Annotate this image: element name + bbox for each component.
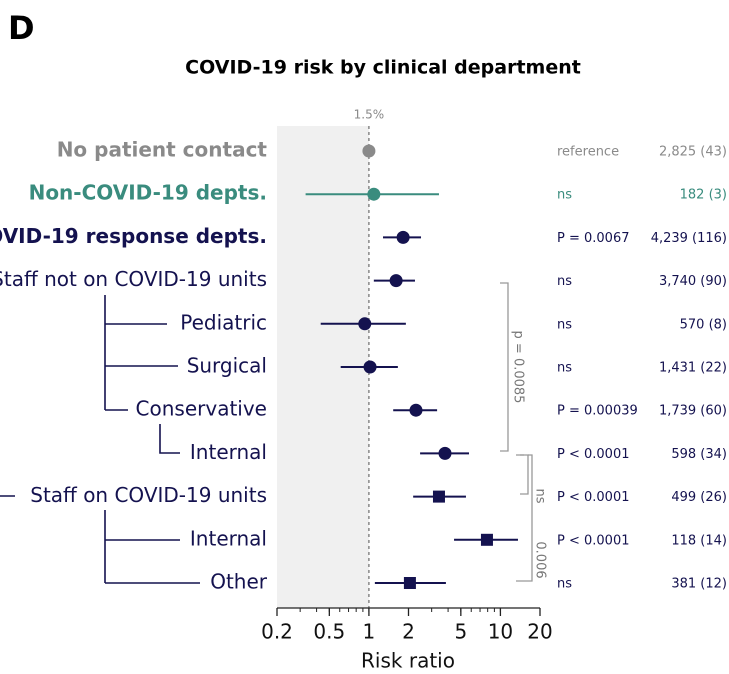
p-value-label: P = 0.0067: [557, 231, 629, 246]
row-label: Staff not on COVID-19 units: [0, 267, 267, 291]
n-label: 1,739 (60): [659, 404, 727, 419]
x-tick-label: 5: [454, 620, 467, 644]
p-value-label: ns: [557, 188, 572, 203]
brackets: [500, 282, 533, 582]
p-value-label: P < 0.0001: [557, 447, 629, 462]
x-tick-label: 20: [527, 620, 552, 644]
x-tick-label: 10: [488, 620, 513, 644]
n-label: 1,431 (22): [659, 361, 727, 376]
p-value-label: reference: [557, 145, 619, 160]
estimate-marker: [480, 533, 493, 546]
estimate-marker: [403, 577, 416, 589]
x-tick-label: 2: [402, 620, 415, 644]
row-label: Non-COVID-19 depts.: [29, 181, 267, 205]
tree-connector: [0, 295, 200, 584]
bracket: [520, 454, 529, 495]
n-label: 570 (8): [680, 317, 727, 332]
tree-lines: [0, 295, 200, 584]
estimate-marker: [389, 274, 403, 288]
p-value-label: P < 0.0001: [557, 490, 629, 505]
estimate-marker: [438, 446, 452, 460]
row-label: No patient contact: [57, 138, 268, 162]
chart-title: COVID-19 risk by clinical department: [185, 57, 581, 79]
estimate-marker: [358, 317, 372, 331]
bracket-label: p = 0.0085: [511, 331, 526, 404]
n-label: 381 (12): [671, 577, 727, 592]
x-axis-label: Risk ratio: [361, 649, 455, 673]
bracket: [500, 282, 509, 452]
n-label: 4,239 (116): [651, 231, 727, 246]
p-value-label: ns: [557, 361, 572, 376]
x-tick-label: 0.5: [313, 620, 345, 644]
row-label: Staff on COVID-19 units: [30, 483, 267, 507]
p-value-label: ns: [557, 274, 572, 289]
bracket: [516, 454, 533, 582]
row-label: Pediatric: [180, 310, 267, 334]
estimate-marker: [363, 360, 377, 374]
panel-label: D: [8, 9, 35, 47]
row-label: Internal: [190, 526, 267, 550]
p-value-label: ns: [557, 317, 572, 332]
estimate-marker: [362, 144, 376, 158]
row-label: Surgical: [187, 354, 267, 378]
row-label: Conservative: [136, 397, 267, 421]
p-value-label: ns: [557, 577, 572, 592]
n-label: 3,740 (90): [659, 274, 727, 289]
p-value-label: P < 0.0001: [557, 533, 629, 548]
estimate-marker: [432, 490, 445, 503]
n-label: 2,825 (43): [659, 145, 727, 160]
row-label: Internal: [190, 440, 267, 464]
bracket-label: ns: [533, 488, 548, 503]
estimate-marker: [367, 187, 381, 201]
row-label: COVID-19 response depts.: [0, 224, 267, 248]
n-label: 499 (26): [671, 490, 727, 505]
estimate-marker: [396, 230, 410, 244]
x-tick-label: 0.2: [261, 620, 293, 644]
x-tick-label: 1: [363, 620, 376, 644]
n-label: 182 (3): [680, 188, 727, 203]
bracket-label: 0.006: [533, 541, 548, 578]
estimate-marker: [409, 403, 423, 417]
row-label: Other: [210, 570, 268, 594]
p-value-label: P = 0.00039: [557, 404, 638, 419]
n-label: 598 (34): [671, 447, 727, 462]
n-label: 118 (14): [671, 533, 727, 548]
reference-label: 1.5%: [354, 108, 385, 122]
